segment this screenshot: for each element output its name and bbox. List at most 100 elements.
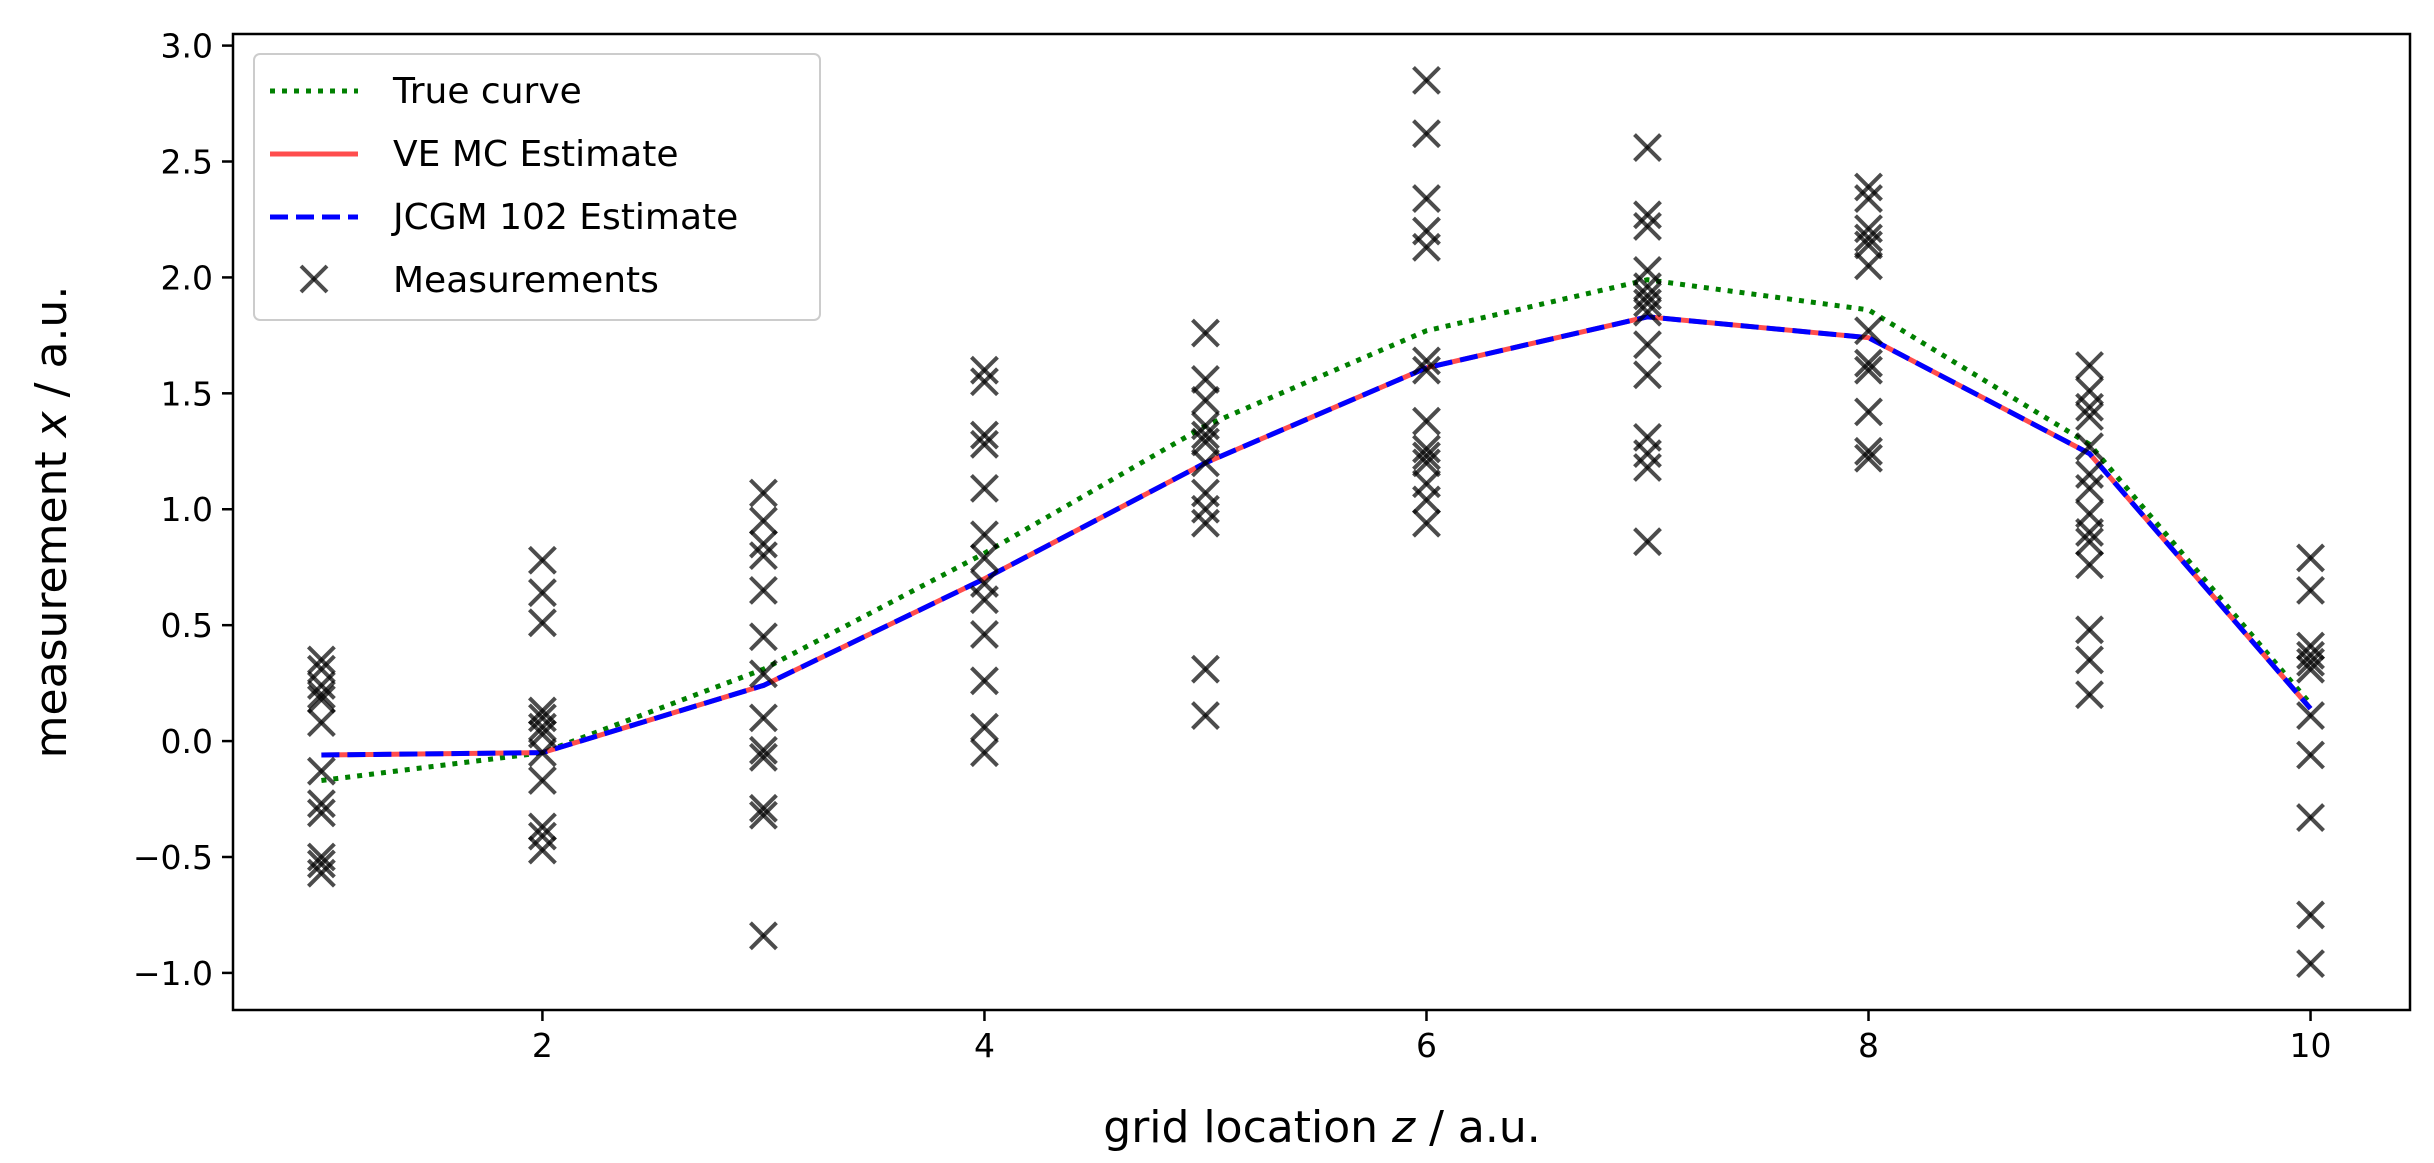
legend: True curve VE MC Estimate JCGM 102 Estim… [253, 53, 821, 321]
measurement-point [2075, 351, 2104, 380]
measurement-point [970, 420, 999, 450]
measurement-point [2075, 645, 2104, 675]
measurement-point [1412, 448, 1441, 478]
axis-ticks: 2 4 6 8 10 −1.0 −0.5 0.0 0.5 1.0 1.5 2.0 2.5 3.0 [133, 27, 2332, 1065]
measurement-point [306, 671, 336, 700]
measurement-point [306, 684, 336, 714]
measurement-point [1854, 223, 1883, 253]
x-tick-label: 10 [2290, 1026, 2332, 1065]
measurement-point [1412, 434, 1441, 464]
measurement-point [749, 478, 778, 508]
measurement-point [1854, 348, 1883, 378]
measurement-point [1854, 230, 1883, 260]
measurement-point [1412, 355, 1441, 385]
measurement-point [2296, 575, 2325, 605]
measurement-point [1412, 346, 1441, 376]
measurement-point [1412, 232, 1441, 262]
measurement-point [1412, 406, 1441, 436]
y-tick-label: −0.5 [133, 838, 213, 877]
measurement-point [2296, 640, 2325, 670]
measurement-point [528, 738, 557, 768]
measurement-point [749, 541, 778, 571]
measurement-point [2296, 701, 2325, 730]
legend-label-jcgm: JCGM 102 Estimate [391, 197, 738, 238]
measurement-point [306, 645, 336, 675]
plot-frame [231, 32, 2412, 1012]
measurement-point [306, 789, 336, 819]
measurement-point [970, 738, 999, 768]
y-tick-label: 1.0 [161, 490, 213, 529]
measurement-point [1633, 439, 1662, 469]
series-layer [321, 277, 2313, 783]
measurement-point [1412, 119, 1441, 149]
legend-label-true-curve: True curve [392, 71, 582, 112]
measurement-point [970, 355, 999, 385]
x-tick-label: 4 [974, 1026, 995, 1065]
measurement-point [749, 575, 778, 605]
measurement-point [1854, 436, 1883, 466]
measurement-point [528, 821, 557, 851]
measurement-point [970, 429, 999, 459]
measurement-point [528, 608, 557, 638]
measurement-point [528, 545, 557, 575]
measurement-point [970, 585, 999, 615]
measurement-point [2075, 527, 2104, 557]
measurement-point [306, 798, 336, 828]
measurement-point [2296, 740, 2325, 770]
measurement-point [306, 756, 336, 786]
measurement-point [2075, 615, 2104, 645]
measurement-point [306, 680, 336, 710]
measurement-point [1854, 184, 1883, 214]
legend-box [253, 53, 821, 321]
ve-mc-estimate-line [321, 314, 2313, 758]
y-tick-label: 0.0 [161, 722, 213, 761]
measurement-point [1633, 297, 1662, 327]
y-tick-label: 1.5 [161, 374, 213, 413]
measurement-point [1412, 485, 1441, 515]
measurement-point [1191, 508, 1220, 538]
measurement-point [1633, 212, 1662, 241]
measurement-point [1633, 133, 1662, 163]
x-tick-label: 2 [532, 1026, 553, 1065]
measurement-point [306, 849, 336, 879]
legend-label-ve-mc: VE MC Estimate [393, 134, 678, 175]
y-tick-label: −1.0 [133, 954, 213, 993]
measurement-point [1412, 441, 1441, 471]
measurement-point [970, 666, 999, 696]
measurement-point [1633, 330, 1662, 360]
measurement-point [1854, 172, 1883, 202]
measurement-point [528, 835, 557, 865]
measurement-point [970, 473, 999, 503]
measurement-point [528, 712, 557, 742]
measurement-point [1191, 365, 1220, 394]
measurement-point [2296, 949, 2325, 979]
measurement-point [1633, 453, 1662, 482]
measurement-point [749, 742, 778, 772]
measurement-point [749, 735, 778, 765]
measurement-point [1854, 443, 1883, 473]
measurement-point [970, 543, 999, 573]
x-axis-label: grid location z / a.u. [1103, 1102, 1540, 1153]
measurement-point [2075, 518, 2104, 547]
measurement-point [2296, 543, 2325, 573]
legend-swatch-measurements [299, 264, 329, 294]
measurement-point [1412, 508, 1441, 538]
measurement-point [2075, 392, 2104, 422]
y-axis-label: measurement x / a.u. [26, 286, 77, 759]
x-tick-label: 8 [1858, 1026, 1879, 1065]
measurement-point [1854, 251, 1883, 281]
measurement-point [749, 506, 778, 536]
measurement-point [2075, 402, 2104, 431]
x-tick-label: 6 [1416, 1026, 1437, 1065]
measurement-point [1633, 288, 1662, 318]
measurement-point [528, 766, 557, 795]
measurement-point [749, 659, 778, 689]
measurement-point [1191, 448, 1220, 478]
measurement-point [2075, 473, 2104, 503]
measurement-point [1191, 701, 1220, 730]
measurement-point [1191, 420, 1220, 450]
measurement-point [1412, 65, 1441, 95]
measurement-point [1191, 385, 1220, 415]
measurement-point [1191, 494, 1220, 524]
